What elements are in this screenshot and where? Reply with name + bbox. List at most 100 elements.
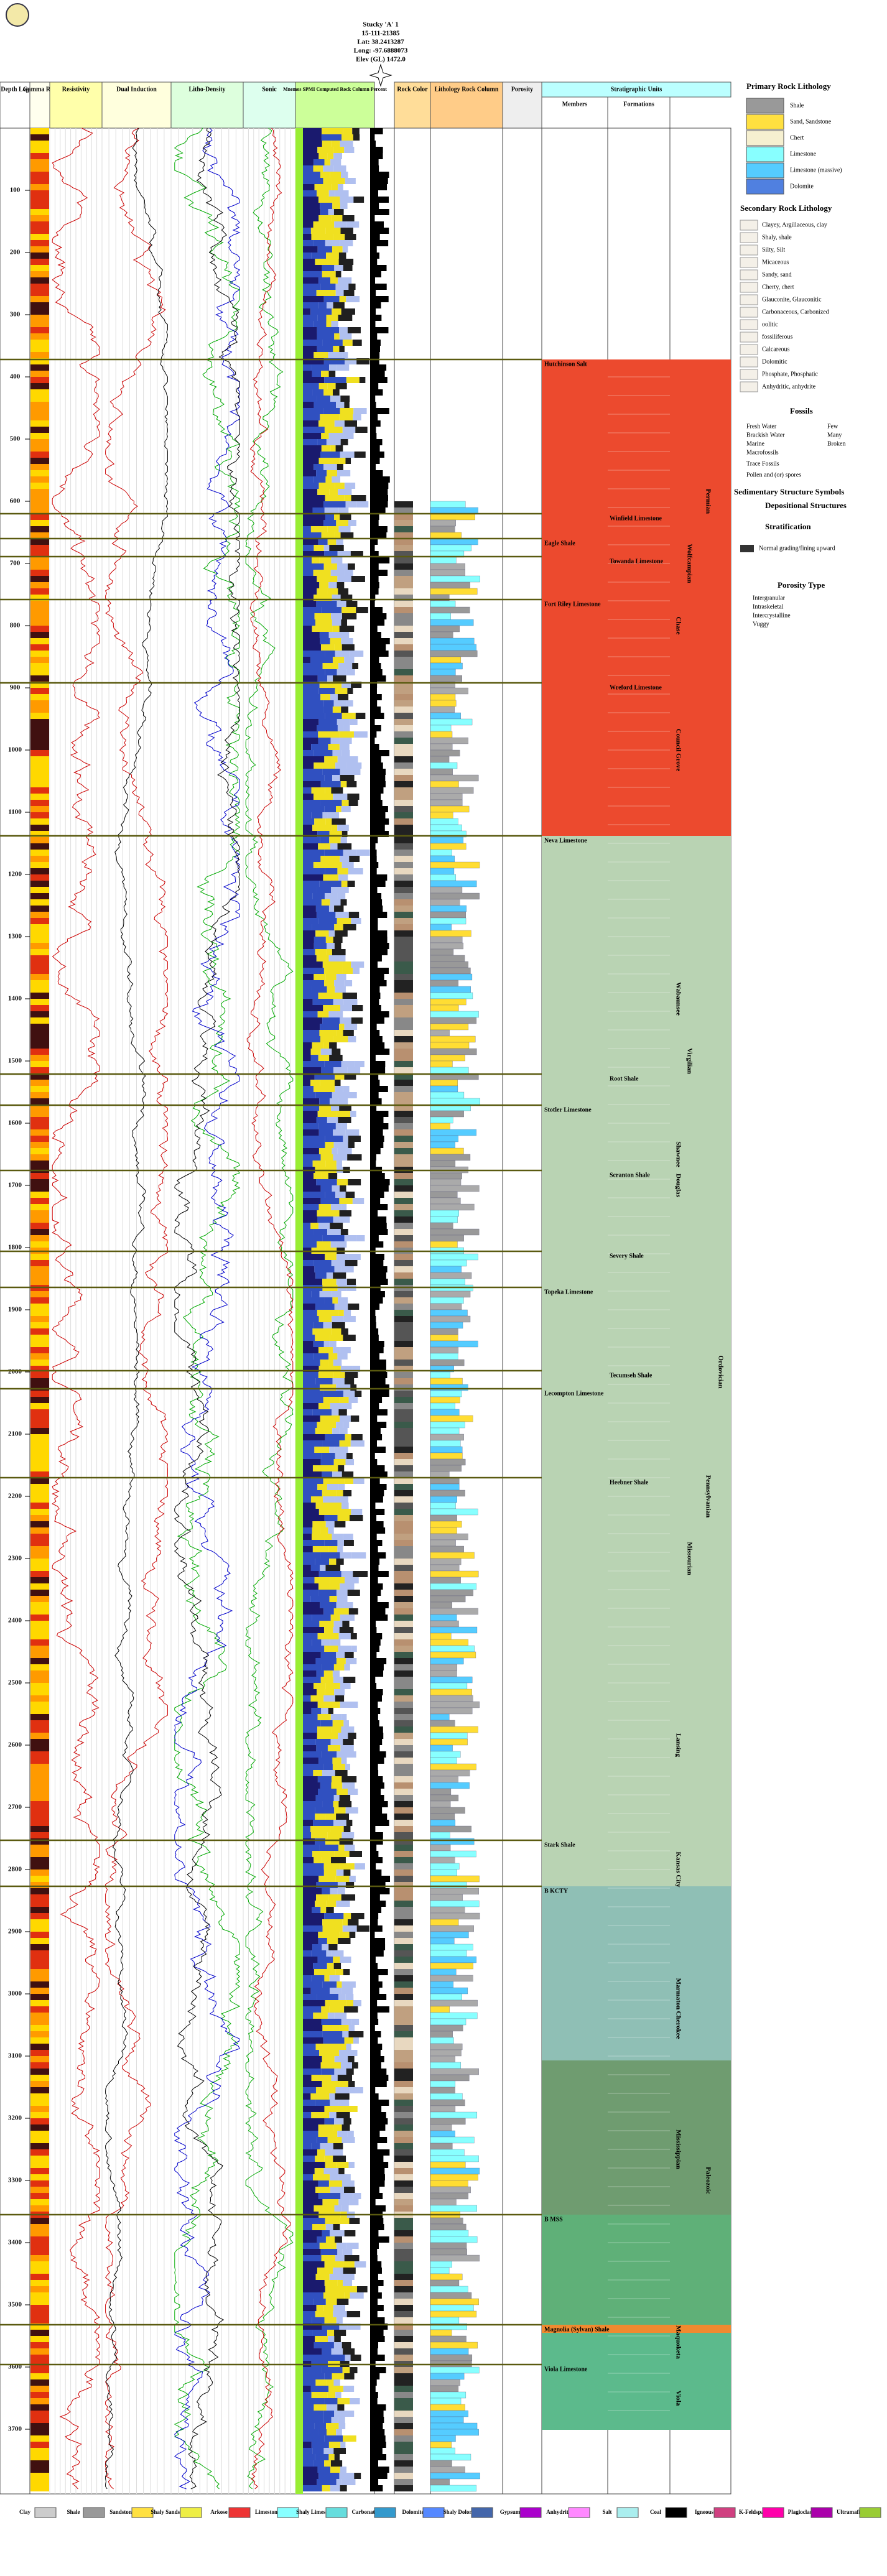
lithology [430,1856,455,1864]
legend-swatch [740,307,758,318]
mnemos-cell [337,1789,348,1795]
lithology [430,1869,457,1876]
lithology [430,2161,466,2169]
depth-label: 2700 [8,1804,22,1811]
mnemos-cell [303,993,318,999]
mnemos-cell [323,2037,345,2044]
mnemos-cell [303,2000,325,2006]
mnemos-cell [303,1123,318,1129]
lithology [430,2111,478,2119]
rock-color [394,1353,413,1360]
mnemos-black [370,626,378,632]
mnemos-cell [311,2075,332,2081]
mnemos-cell [341,2180,355,2187]
mnemos-cell [319,632,329,638]
mnemos-black [370,856,377,862]
mnemos-cell [303,2442,312,2448]
mnemos-cell [312,2224,326,2230]
mnemos-cell [327,1963,334,1969]
legend-swatch [746,178,784,195]
mnemos-cell [344,1577,359,1583]
lithology [430,1545,464,1553]
gamma-cell [30,2404,49,2411]
mnemos-cell [303,1098,320,1105]
lithology [430,756,450,763]
mnemos-black [370,184,388,190]
mnemos-cell [346,1453,353,1459]
mnemos-cell [314,1577,330,1583]
gamma-cell [30,1994,49,2000]
gamma-cell [30,265,49,271]
mnemos-cell [341,1204,347,1210]
lithology [430,2410,468,2417]
rock-color [394,1272,413,1279]
mnemos-cell [335,2093,350,2100]
lithology [430,2261,452,2268]
mnemos-cell [331,1260,345,1266]
mnemos-cell [303,1459,321,1465]
rock-color [394,682,413,688]
mnemos-cell [327,943,335,949]
mnemos-cell [329,837,341,843]
mnemos-cell [329,2230,345,2236]
lithology [430,1987,468,1995]
gamma-cell [30,719,49,725]
lithology [430,2422,478,2430]
mnemos-black [370,694,382,700]
mnemos-cell [325,514,335,520]
mnemos-cell [323,1478,345,1484]
mnemos-cell [332,1726,341,1733]
rock-color [394,806,413,812]
mnemos-cell [337,2299,349,2305]
mnemos-cell [303,949,315,955]
rock-color [394,607,413,613]
rock-color [394,1471,413,1478]
gamma-cell [30,439,49,445]
mnemos-cell [317,1111,337,1117]
gamma-cell [30,2429,49,2435]
gamma-cell [30,1198,49,1204]
lithology [430,2373,465,2380]
lithology [430,2447,455,2455]
mnemos-cell [334,2336,341,2342]
mnemos-cell [320,1384,337,1391]
lithology [430,737,468,744]
depth-label: 2100 [8,1430,22,1438]
mnemos-cell [335,651,350,657]
mnemos-cell [348,1397,358,1403]
mnemos-cell [348,1304,360,1310]
lithology [430,1415,473,1422]
mnemos-cell [333,1067,348,1073]
lithology [430,2074,470,2082]
rock-color [394,1384,413,1391]
mnemos-black [370,1770,379,1776]
mnemos-cell [317,831,330,837]
mnemos-black [370,843,376,850]
mnemos-cell [354,452,366,458]
mnemos-cell [320,837,330,843]
gamma-cell [30,2149,49,2156]
rock-color [394,1192,413,1198]
gamma-cell [30,1328,49,1335]
vertical-label: Wabaunsee [674,982,682,1016]
mnemos-cell [344,1478,354,1484]
mnemos-cell [303,501,324,507]
mnemos-black [370,2006,389,2013]
gamma-cell [30,1316,49,1322]
legend-swatch [746,130,784,146]
rock-color [394,2199,413,2205]
lithology [430,936,463,943]
lithology [430,1601,452,1609]
mnemos-cell [303,1049,311,1055]
mnemos-cell [324,2118,335,2124]
mnemos-cell [340,1415,351,1422]
mnemos-cell [313,2299,326,2305]
mnemos-cell [315,2156,325,2162]
legend-text: Sedimentary Structure Symbols [734,487,844,496]
mnemos-cell [303,756,325,762]
rock-color [394,1459,413,1465]
mnemos-cell [353,968,360,974]
mnemos-cell [330,159,341,165]
mnemos-black [370,1739,383,1745]
lithology [430,581,470,589]
